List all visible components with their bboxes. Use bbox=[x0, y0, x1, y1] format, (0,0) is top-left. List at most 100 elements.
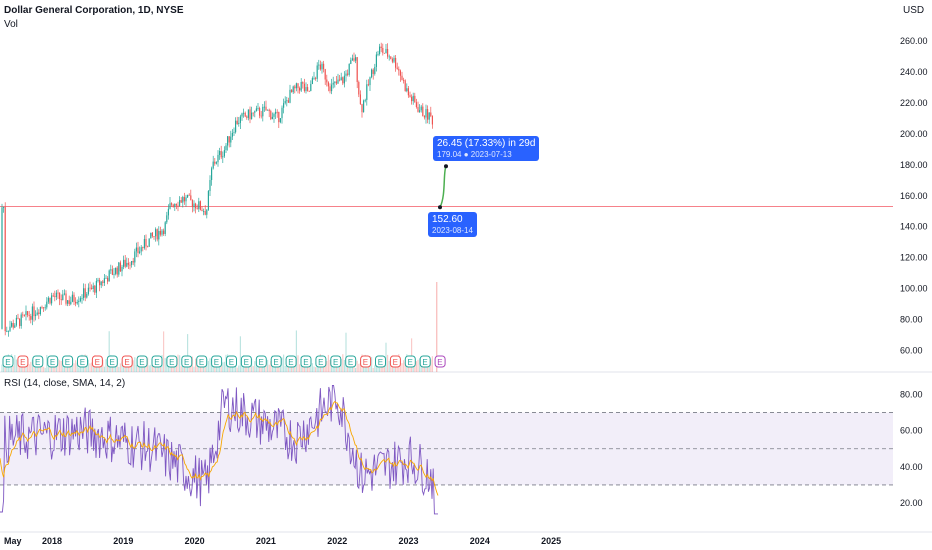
candle bbox=[388, 56, 390, 58]
volume-bar bbox=[239, 336, 241, 372]
candle bbox=[110, 269, 112, 271]
candle bbox=[97, 279, 99, 281]
volume-bar bbox=[401, 363, 403, 372]
volume-bar bbox=[46, 354, 48, 372]
candle bbox=[222, 156, 224, 158]
volume-bar bbox=[359, 363, 361, 372]
candle bbox=[259, 108, 261, 116]
earnings-marker-label: E bbox=[169, 358, 174, 367]
earnings-marker bbox=[255, 355, 267, 368]
rsi-line bbox=[0, 385, 438, 515]
volume-bar bbox=[70, 363, 72, 372]
volume-bar bbox=[14, 355, 16, 372]
candle bbox=[257, 108, 259, 109]
candle bbox=[180, 200, 182, 203]
candle bbox=[198, 201, 200, 209]
volume-bar bbox=[387, 354, 389, 372]
price-tick-label: 120.00 bbox=[900, 253, 928, 263]
candle bbox=[65, 293, 67, 304]
candle bbox=[219, 151, 221, 155]
volume-bar bbox=[430, 359, 432, 372]
candle bbox=[300, 82, 302, 91]
volume-bar bbox=[407, 366, 409, 372]
candles-group bbox=[1, 42, 433, 337]
candle bbox=[102, 281, 104, 283]
candle bbox=[139, 251, 141, 254]
volume-bar bbox=[283, 354, 285, 372]
candle bbox=[299, 88, 301, 91]
time-tick-label: May bbox=[4, 536, 22, 546]
candle bbox=[142, 247, 144, 249]
time-tick-label: 2018 bbox=[42, 536, 62, 546]
volume-bar bbox=[148, 365, 150, 372]
candle bbox=[398, 68, 400, 71]
volume-bar bbox=[399, 361, 401, 372]
candle bbox=[215, 162, 217, 164]
volume-bar bbox=[87, 359, 89, 372]
time-tick-label: 2021 bbox=[256, 536, 276, 546]
earnings-marker-label: E bbox=[393, 358, 398, 367]
volume-bar bbox=[326, 361, 328, 372]
earnings-marker bbox=[404, 355, 416, 368]
candle bbox=[313, 77, 315, 79]
candle bbox=[27, 311, 29, 316]
volume-bar bbox=[209, 358, 211, 372]
candle bbox=[108, 270, 110, 282]
candle bbox=[4, 207, 6, 332]
candle bbox=[75, 301, 77, 304]
candle bbox=[86, 293, 88, 298]
earnings-marker bbox=[91, 355, 103, 368]
candle bbox=[158, 230, 160, 240]
volume-bar bbox=[163, 331, 165, 372]
candle bbox=[127, 262, 129, 265]
candle bbox=[342, 77, 344, 84]
earnings-marker-label: E bbox=[422, 358, 427, 367]
candle bbox=[214, 161, 216, 164]
candle bbox=[297, 83, 299, 89]
candle bbox=[126, 262, 128, 267]
earnings-marker-label: E bbox=[378, 358, 383, 367]
candle bbox=[135, 247, 137, 252]
volume-bar bbox=[403, 360, 405, 372]
measure-start-dot bbox=[444, 164, 448, 169]
candle bbox=[166, 215, 168, 223]
candle bbox=[36, 312, 38, 315]
candle bbox=[345, 73, 347, 76]
candle bbox=[131, 260, 133, 265]
volume-bar bbox=[97, 364, 99, 372]
candle bbox=[267, 109, 269, 111]
candle bbox=[227, 136, 229, 146]
candle bbox=[273, 113, 275, 117]
candle bbox=[403, 79, 405, 81]
candle bbox=[252, 112, 254, 114]
candle bbox=[196, 208, 198, 210]
volume-bar bbox=[119, 363, 121, 372]
candle bbox=[76, 302, 78, 304]
candle bbox=[206, 209, 208, 215]
candle bbox=[411, 96, 413, 102]
candle bbox=[35, 314, 37, 317]
earnings-marker-label: E bbox=[80, 358, 85, 367]
volume-bar bbox=[147, 357, 149, 372]
candle bbox=[190, 195, 192, 200]
volume-bar bbox=[255, 366, 257, 372]
volume-bar bbox=[292, 365, 294, 372]
candle bbox=[223, 150, 225, 157]
volume-label: Vol bbox=[4, 19, 18, 30]
candle bbox=[247, 109, 249, 118]
candle bbox=[132, 260, 134, 263]
candle bbox=[287, 100, 289, 103]
candle bbox=[41, 306, 43, 308]
earnings-marker-label: E bbox=[20, 358, 25, 367]
candle bbox=[14, 325, 16, 328]
earnings-marker-label: E bbox=[50, 358, 55, 367]
candle bbox=[431, 116, 433, 125]
candle bbox=[9, 326, 11, 331]
volume-bar bbox=[27, 362, 29, 372]
volume-bar bbox=[57, 359, 59, 372]
candle bbox=[68, 300, 70, 305]
candle bbox=[377, 53, 379, 55]
measure-change-text: 26.45 (17.33%) in 29d bbox=[437, 138, 536, 149]
earnings-marker-label: E bbox=[110, 358, 115, 367]
